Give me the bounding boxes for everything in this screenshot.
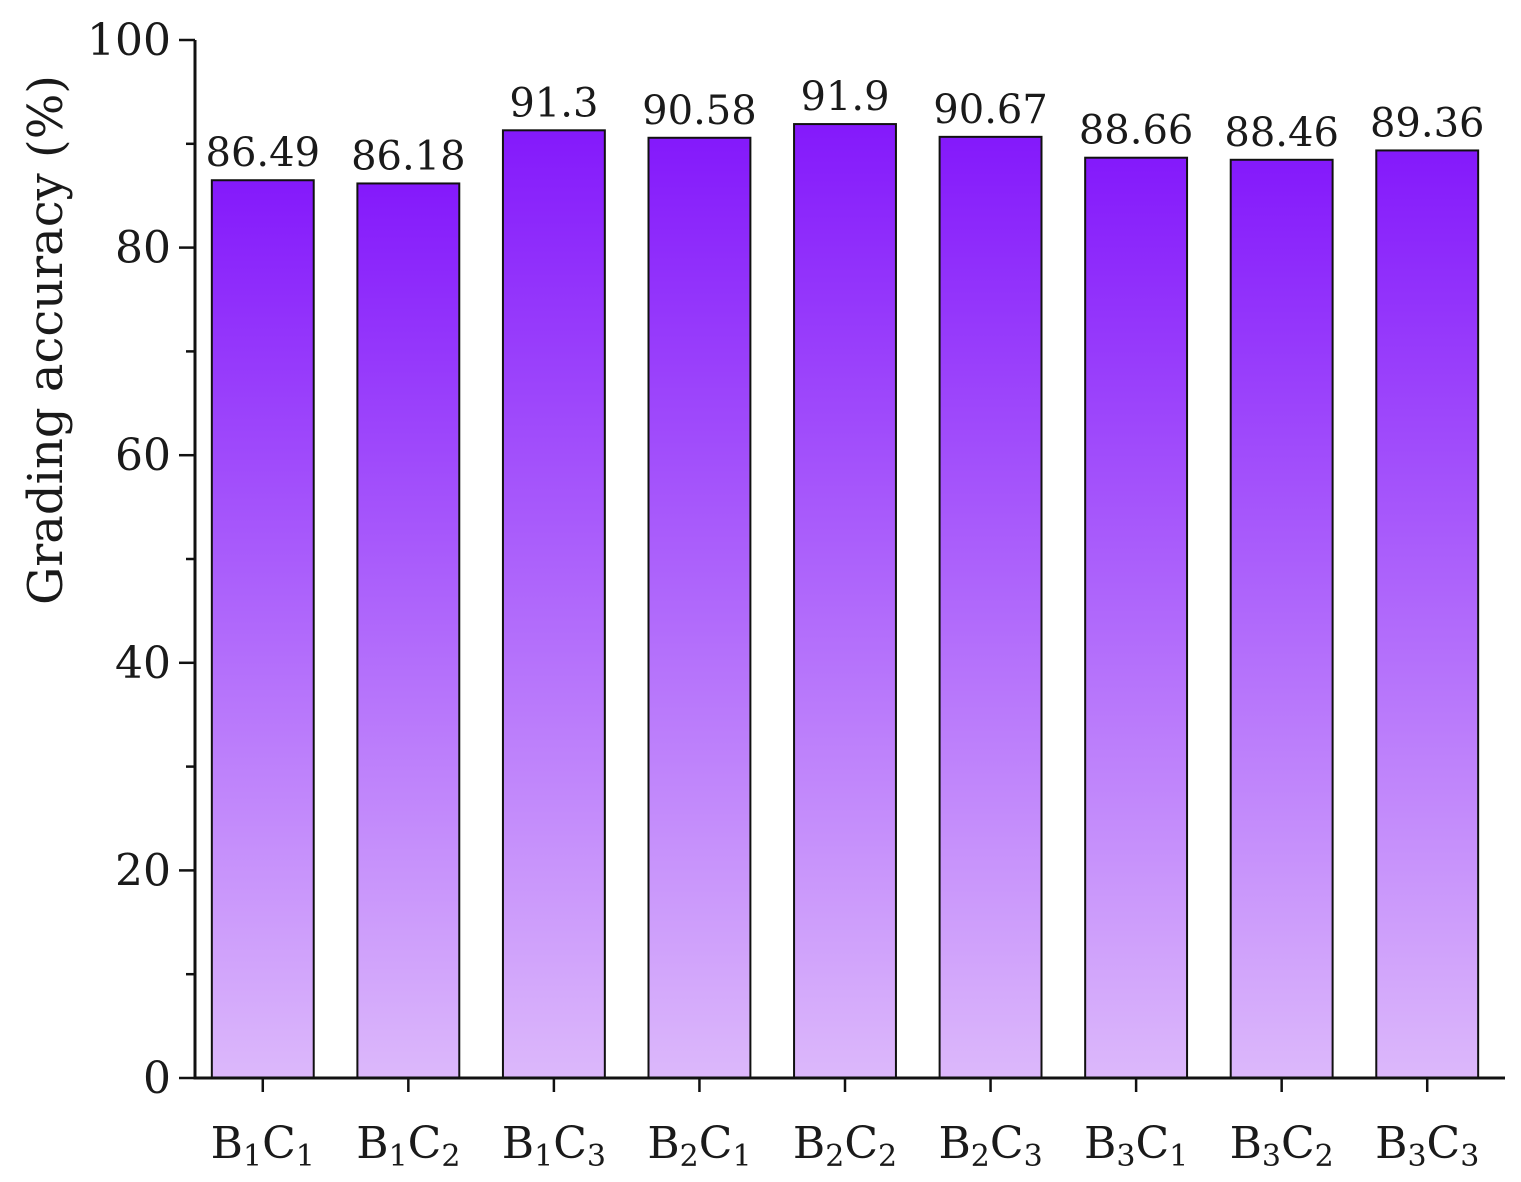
category-label-1: B1C2 — [356, 1118, 460, 1174]
bar-8 — [1375, 149, 1480, 1080]
value-label-1: 86.18 — [351, 133, 466, 179]
category-label-8: B3C3 — [1375, 1118, 1479, 1174]
value-label-2: 91.3 — [509, 80, 598, 126]
value-label-7: 88.46 — [1224, 110, 1339, 156]
bar-4 — [793, 123, 897, 1079]
category-label-6: B3C1 — [1084, 1118, 1188, 1174]
bar-3 — [647, 136, 752, 1079]
bar-7 — [1229, 158, 1334, 1079]
category-label-2: B1C3 — [502, 1118, 606, 1174]
y-tick-label-2: 40 — [115, 638, 171, 689]
value-label-6: 88.66 — [1079, 108, 1194, 154]
value-label-8: 89.36 — [1370, 100, 1485, 146]
value-label-3: 90.58 — [642, 88, 757, 134]
y-tick-label-1: 20 — [115, 845, 171, 896]
bar-6 — [1084, 156, 1189, 1079]
y-tick-label-4: 80 — [115, 223, 171, 274]
category-label-0: B1C1 — [211, 1118, 315, 1174]
y-tick-label-5: 100 — [87, 15, 171, 66]
category-label-4: B2C2 — [793, 1118, 897, 1174]
value-label-5: 90.67 — [933, 87, 1048, 133]
category-label-5: B2C3 — [938, 1118, 1042, 1174]
value-label-4: 91.9 — [800, 74, 889, 120]
y-tick-label-0: 0 — [143, 1053, 171, 1104]
bar-5 — [938, 135, 1043, 1079]
bar-0 — [210, 179, 315, 1079]
y-axis-title: Grading accuracy (%) — [18, 75, 74, 605]
category-label-3: B2C1 — [647, 1118, 751, 1174]
bar-2 — [501, 129, 606, 1079]
y-tick-label-3: 60 — [115, 430, 171, 481]
category-label-7: B3C2 — [1230, 1118, 1334, 1174]
value-label-0: 86.49 — [206, 130, 321, 176]
bar-1 — [356, 182, 461, 1079]
